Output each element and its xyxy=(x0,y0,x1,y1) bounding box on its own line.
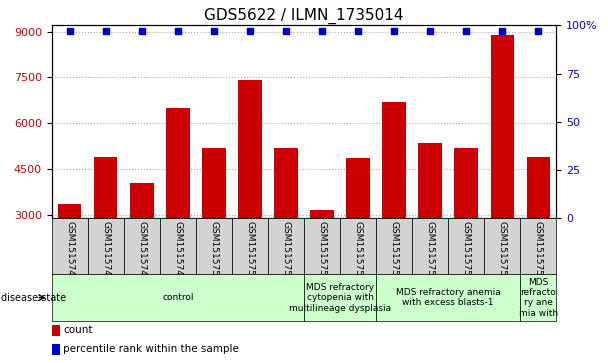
Bar xyxy=(88,218,124,274)
Text: GSM1515755: GSM1515755 xyxy=(390,221,399,281)
Bar xyxy=(268,218,304,274)
Text: GSM1515749: GSM1515749 xyxy=(173,221,182,281)
Point xyxy=(533,28,543,34)
Text: GSM1515757: GSM1515757 xyxy=(461,221,471,281)
Point xyxy=(317,28,327,34)
Bar xyxy=(455,148,478,306)
Bar xyxy=(130,183,153,306)
Bar xyxy=(52,325,60,336)
Text: MDS refractory
cytopenia with
multilineage dysplasia: MDS refractory cytopenia with multilinea… xyxy=(289,283,391,313)
Title: GDS5622 / ILMN_1735014: GDS5622 / ILMN_1735014 xyxy=(204,8,404,24)
Bar xyxy=(412,218,448,274)
Bar xyxy=(304,274,376,321)
Point xyxy=(497,28,507,34)
Bar xyxy=(202,148,226,306)
Text: MDS
refracto
ry ane
mia with: MDS refracto ry ane mia with xyxy=(519,278,558,318)
Text: GSM1515753: GSM1515753 xyxy=(317,221,326,281)
Bar xyxy=(124,218,160,274)
Text: GSM1515747: GSM1515747 xyxy=(102,221,110,281)
Point xyxy=(281,28,291,34)
Text: GSM1515750: GSM1515750 xyxy=(209,221,218,281)
Point xyxy=(137,28,147,34)
Point xyxy=(173,28,183,34)
Bar xyxy=(304,218,340,274)
Bar xyxy=(238,80,261,306)
Bar xyxy=(310,210,334,306)
Text: GSM1515748: GSM1515748 xyxy=(137,221,147,281)
Bar xyxy=(166,108,190,306)
Point xyxy=(426,28,435,34)
Bar xyxy=(160,218,196,274)
Text: GSM1515746: GSM1515746 xyxy=(65,221,74,281)
Bar xyxy=(347,158,370,306)
Bar xyxy=(376,274,520,321)
Bar xyxy=(484,218,520,274)
Text: count: count xyxy=(63,325,93,335)
Bar xyxy=(520,218,556,274)
Bar xyxy=(94,157,117,306)
Text: GSM1515759: GSM1515759 xyxy=(534,221,543,281)
Bar xyxy=(52,344,60,355)
Text: GSM1515751: GSM1515751 xyxy=(246,221,254,281)
Text: control: control xyxy=(162,293,193,302)
Bar xyxy=(382,102,406,306)
Point xyxy=(353,28,363,34)
Text: GSM1515756: GSM1515756 xyxy=(426,221,435,281)
Bar xyxy=(52,218,88,274)
Bar xyxy=(52,274,304,321)
Bar xyxy=(274,148,298,306)
Text: GSM1515754: GSM1515754 xyxy=(354,221,362,281)
Bar xyxy=(232,218,268,274)
Bar xyxy=(340,218,376,274)
Text: MDS refractory anemia
with excess blasts-1: MDS refractory anemia with excess blasts… xyxy=(396,288,500,307)
Point xyxy=(209,28,219,34)
Bar xyxy=(520,274,556,321)
Bar xyxy=(58,204,81,306)
Text: percentile rank within the sample: percentile rank within the sample xyxy=(63,344,239,354)
Text: GSM1515752: GSM1515752 xyxy=(282,221,291,281)
Text: disease state: disease state xyxy=(1,293,66,303)
Bar xyxy=(527,157,550,306)
Point xyxy=(389,28,399,34)
Bar xyxy=(196,218,232,274)
Bar xyxy=(418,143,442,306)
Bar xyxy=(448,218,484,274)
Bar xyxy=(491,34,514,306)
Point xyxy=(65,28,75,34)
Point xyxy=(461,28,471,34)
Point xyxy=(101,28,111,34)
Text: GSM1515758: GSM1515758 xyxy=(498,221,506,281)
Point xyxy=(245,28,255,34)
Bar xyxy=(376,218,412,274)
